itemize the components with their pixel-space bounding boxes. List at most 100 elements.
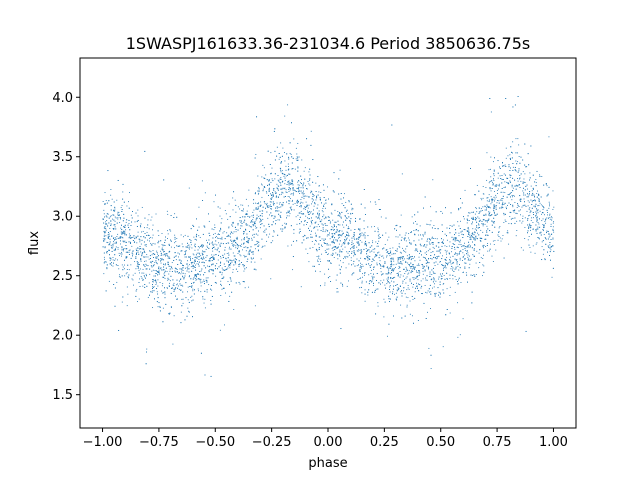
data-point	[261, 215, 263, 217]
data-point	[150, 219, 152, 221]
data-point	[191, 295, 193, 297]
data-point	[385, 232, 387, 234]
data-point	[170, 275, 172, 277]
data-point	[293, 192, 294, 194]
data-point	[291, 209, 292, 211]
data-point	[425, 291, 427, 293]
data-point	[339, 240, 341, 242]
data-point	[359, 249, 361, 251]
data-point	[152, 243, 154, 244]
data-point	[156, 257, 158, 259]
data-point	[364, 293, 366, 295]
data-point	[112, 246, 114, 248]
data-point	[102, 238, 104, 240]
data-point	[243, 264, 245, 266]
data-point	[289, 196, 291, 198]
data-point	[400, 226, 402, 228]
data-point	[499, 167, 501, 169]
data-point	[497, 160, 499, 162]
data-point	[316, 240, 317, 242]
data-point	[350, 213, 352, 215]
data-point	[260, 201, 262, 203]
data-point	[377, 227, 379, 229]
data-point	[308, 218, 310, 220]
data-point	[317, 259, 319, 261]
data-point	[198, 274, 199, 275]
data-point	[160, 262, 162, 264]
data-point	[287, 245, 289, 247]
data-point	[342, 224, 344, 226]
data-point	[121, 236, 123, 238]
data-point	[196, 218, 197, 220]
data-point	[200, 352, 202, 354]
data-point	[526, 184, 528, 186]
data-point	[409, 242, 410, 244]
data-point	[185, 253, 186, 255]
data-point	[481, 199, 483, 201]
data-point	[258, 245, 259, 247]
data-point	[277, 189, 279, 191]
data-point	[410, 243, 412, 245]
data-point	[193, 281, 195, 283]
data-point	[359, 268, 361, 270]
data-point	[333, 224, 335, 225]
data-point	[507, 204, 508, 206]
data-point	[544, 237, 546, 238]
data-point	[257, 209, 259, 210]
data-point	[195, 254, 197, 256]
data-point	[514, 169, 516, 171]
data-point	[214, 232, 216, 234]
data-point	[411, 282, 412, 284]
data-point	[306, 224, 307, 225]
data-point	[313, 205, 315, 207]
data-point	[147, 224, 149, 226]
data-point	[302, 185, 304, 187]
data-point	[476, 250, 478, 252]
data-point	[200, 245, 202, 247]
data-point	[290, 206, 292, 208]
data-point	[456, 254, 458, 256]
data-point	[324, 243, 326, 244]
data-point	[317, 223, 319, 225]
data-point	[476, 229, 477, 231]
data-point	[351, 242, 353, 244]
data-point	[474, 244, 476, 246]
data-point	[338, 234, 340, 236]
data-point	[429, 248, 431, 250]
data-point	[542, 206, 544, 208]
data-point	[115, 241, 117, 243]
data-point	[229, 265, 231, 267]
data-point	[202, 254, 204, 256]
data-point	[422, 273, 424, 275]
data-point	[347, 252, 349, 254]
data-point	[151, 286, 153, 288]
data-point	[264, 245, 266, 247]
data-point	[255, 225, 256, 227]
data-point	[418, 283, 419, 285]
data-point	[324, 273, 326, 275]
data-point	[337, 239, 338, 241]
data-point	[234, 258, 236, 260]
data-point	[167, 261, 169, 263]
data-point	[223, 287, 225, 289]
data-point	[491, 224, 493, 226]
data-point	[454, 244, 456, 245]
data-point	[161, 259, 163, 260]
data-point	[120, 243, 121, 245]
data-point	[479, 207, 480, 209]
data-point	[191, 286, 193, 288]
data-point	[254, 261, 256, 263]
data-point	[361, 280, 363, 282]
data-point	[114, 224, 116, 226]
data-point	[440, 293, 441, 295]
data-point	[452, 278, 454, 280]
data-point	[305, 185, 307, 187]
data-point	[295, 147, 297, 149]
data-point	[545, 238, 547, 240]
data-point	[338, 237, 339, 239]
data-point	[325, 243, 326, 244]
data-point	[192, 261, 194, 263]
data-point	[475, 219, 477, 221]
data-point	[536, 221, 538, 223]
data-point	[257, 245, 259, 247]
